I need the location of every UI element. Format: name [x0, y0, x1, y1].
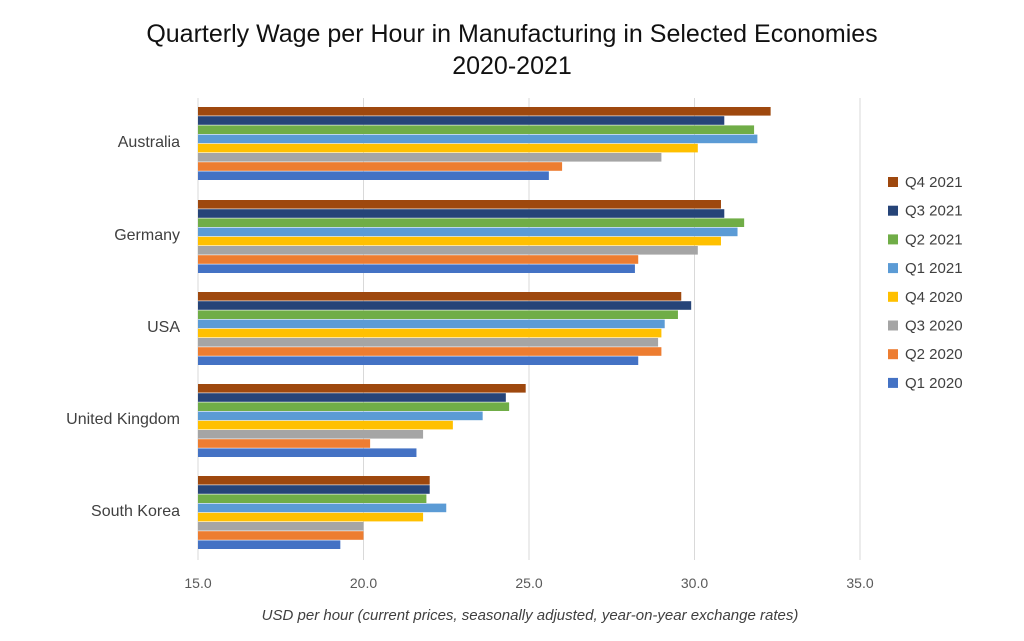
bar — [198, 476, 430, 485]
category-label: USA — [147, 319, 180, 336]
bar — [198, 218, 745, 227]
x-tick-label: 35.0 — [846, 575, 873, 591]
bar — [198, 420, 453, 430]
bar — [198, 347, 662, 356]
bar — [198, 540, 341, 549]
bar — [198, 255, 639, 264]
legend-label: Q3 2021 — [905, 203, 963, 220]
legend-swatch — [888, 349, 898, 360]
legend-label: Q4 2021 — [905, 174, 963, 191]
legend-swatch — [888, 291, 898, 302]
bar — [198, 522, 364, 531]
bar — [198, 319, 665, 329]
chart-title-line: Quarterly Wage per Hour in Manufacturing… — [146, 20, 878, 48]
bar — [198, 264, 635, 273]
bar — [198, 301, 692, 310]
bar — [198, 503, 447, 513]
bar — [198, 512, 424, 522]
bar — [198, 292, 682, 301]
x-tick-label: 25.0 — [515, 575, 542, 591]
legend-swatch — [888, 234, 898, 245]
x-axis-title: USD per hour (current prices, seasonally… — [262, 607, 799, 624]
bar — [198, 393, 506, 402]
bar — [198, 384, 526, 393]
bar — [198, 209, 725, 218]
bar — [198, 134, 758, 144]
legend: Q4 2021 Q3 2021 Q2 2021 Q1 2021 Q4 2020 Q3 20… — [888, 174, 963, 392]
category-label: United Kingdom — [66, 411, 180, 428]
x-tick-label: 15.0 — [184, 575, 211, 591]
bar — [198, 411, 483, 421]
legend-swatch — [888, 177, 898, 187]
chart-title: Quarterly Wage per Hour in Manufacturing… — [0, 18, 1024, 82]
bar — [198, 125, 755, 134]
bar — [198, 430, 424, 439]
category-label: Australia — [118, 134, 180, 151]
bar — [198, 356, 639, 365]
bar — [198, 116, 725, 125]
bar — [198, 494, 427, 503]
bar — [198, 338, 659, 347]
category-label: Germany — [114, 227, 180, 244]
bar — [198, 531, 364, 540]
legend-label: Q1 2021 — [905, 260, 963, 277]
x-tick-label: 20.0 — [350, 575, 377, 591]
legend-label: Q2 2020 — [905, 346, 963, 363]
category-label: South Korea — [91, 503, 180, 520]
bar — [198, 246, 698, 255]
x-tick-label: 30.0 — [681, 575, 708, 591]
bar — [198, 402, 510, 411]
legend-label: Q4 2020 — [905, 289, 963, 306]
legend-label: Q1 2020 — [905, 375, 963, 392]
bar — [198, 143, 698, 153]
legend-label: Q2 2021 — [905, 231, 963, 248]
bar — [198, 448, 417, 457]
bar — [198, 310, 678, 319]
bar — [198, 227, 738, 237]
bar — [198, 171, 549, 180]
legend-swatch — [888, 320, 898, 331]
bar — [198, 107, 771, 116]
bar — [198, 439, 371, 448]
bar — [198, 485, 430, 494]
axes: 15.0 20.0 25.0 30.0 35.0 Australia Germany USA U… — [66, 134, 874, 591]
bar — [198, 162, 563, 171]
legend-swatch — [888, 377, 898, 388]
legend-swatch — [888, 205, 898, 216]
bar — [198, 200, 721, 209]
bar — [198, 236, 721, 246]
legend-label: Q3 2020 — [905, 318, 963, 335]
bars — [198, 107, 771, 549]
chart-subtitle: 2020-2021 — [452, 52, 572, 80]
bar — [198, 328, 662, 338]
bar — [198, 153, 662, 162]
legend-swatch — [888, 263, 898, 274]
